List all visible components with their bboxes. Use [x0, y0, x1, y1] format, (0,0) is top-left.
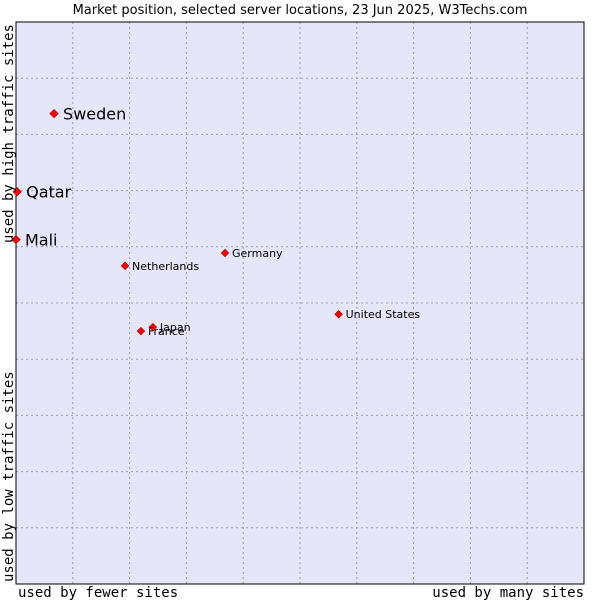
y-axis-label-high: used by high traffic sites: [1, 24, 17, 243]
data-point-united-states: [334, 310, 343, 319]
data-label-united-states: United States: [346, 308, 421, 321]
data-label-germany: Germany: [232, 247, 283, 260]
data-point-france: [136, 326, 146, 336]
data-label-japan: Japan: [159, 321, 191, 334]
data-point-japan: [148, 322, 158, 332]
chart-title: Market position, selected server locatio…: [73, 3, 528, 18]
x-axis-label-high: used by many sites: [432, 585, 584, 600]
data-points: Sweden Qatar Mali Germany Netherlands United …: [11, 105, 421, 338]
data-point-mali: [11, 234, 21, 245]
data-label-mali: Mali: [25, 230, 58, 249]
data-point-germany: [220, 248, 230, 258]
data-label-france: France: [148, 325, 185, 338]
data-label-sweden: Sweden: [63, 105, 126, 124]
data-label-netherlands: Netherlands: [132, 260, 199, 273]
grid-lines: [16, 22, 584, 584]
y-axis-label-low: used by low traffic sites: [1, 371, 17, 582]
plot-frame: [15, 21, 585, 585]
x-axis-label-low: used by fewer sites: [18, 585, 178, 600]
data-label-qatar: Qatar: [26, 183, 71, 202]
data-point-sweden: [49, 108, 59, 119]
data-point-netherlands: [120, 261, 130, 271]
data-point-qatar: [12, 187, 22, 197]
